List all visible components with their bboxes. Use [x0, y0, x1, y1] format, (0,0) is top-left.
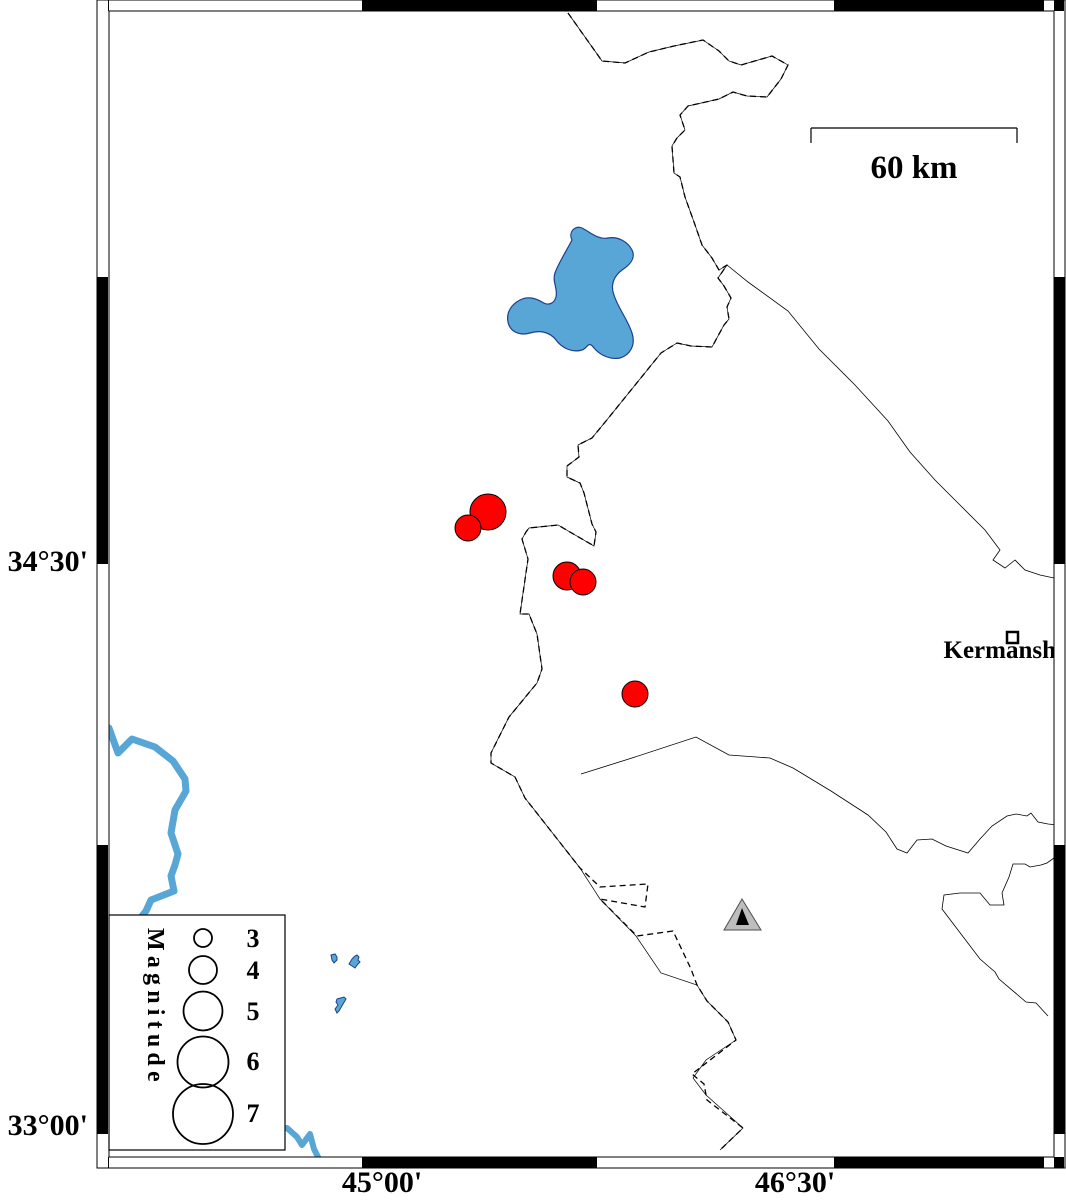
- svg-text:3: 3: [247, 924, 260, 953]
- svg-text:Kermansh: Kermansh: [944, 637, 1057, 664]
- svg-text:5: 5: [247, 997, 260, 1026]
- svg-text:45°00': 45°00': [342, 1166, 422, 1199]
- svg-text:4: 4: [247, 956, 260, 985]
- svg-text:Magnitude: Magnitude: [142, 928, 168, 1087]
- svg-text:7: 7: [247, 1099, 260, 1128]
- svg-text:33°00': 33°00': [8, 1109, 88, 1142]
- svg-text:46°30': 46°30': [755, 1166, 835, 1199]
- svg-text:60 km: 60 km: [870, 150, 957, 186]
- svg-text:34°30': 34°30': [8, 545, 88, 578]
- svg-text:6: 6: [247, 1047, 260, 1076]
